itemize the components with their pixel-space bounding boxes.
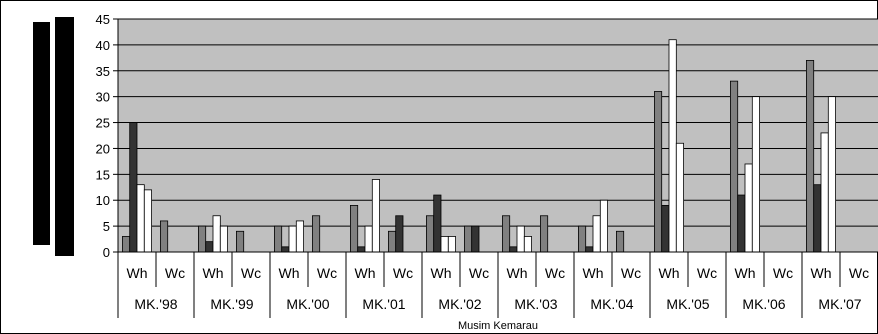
bar — [122, 236, 131, 253]
bar — [235, 230, 245, 253]
x-subcategory-label: Wc — [469, 265, 489, 281]
bar — [463, 225, 473, 253]
x-subcategory-label: Wc — [545, 265, 565, 281]
x-subcategory-label: Wc — [849, 265, 869, 281]
bar — [599, 199, 608, 253]
y-tick-label: 5 — [103, 219, 110, 234]
x-axis-title: Musim Kemarau — [458, 320, 538, 332]
bar — [585, 246, 594, 253]
bar — [540, 215, 549, 253]
x-subcategory-label: Wh — [355, 265, 376, 281]
bar — [616, 230, 625, 253]
x-subcategory-label: Wc — [241, 265, 261, 281]
x-group-label: MK.'01 — [362, 296, 405, 312]
bar — [425, 215, 435, 253]
y-axis: 0 5 10 15 20 25 30 35 40 45 — [96, 12, 119, 260]
x-subcategory-label: Wc — [165, 265, 185, 281]
x-group-label: MK.'04 — [590, 296, 633, 312]
x-subcategory-label: Wc — [621, 265, 641, 281]
x-subcategory-label: Wh — [203, 265, 224, 281]
x-subcategory-label: Wh — [127, 265, 148, 281]
bar — [364, 225, 373, 253]
x-group-label: MK.'05 — [666, 296, 709, 312]
x-subcategory-label: Wh — [659, 265, 680, 281]
x-subcategory-label: Wh — [279, 265, 300, 281]
bar — [440, 236, 449, 253]
bar — [357, 246, 366, 253]
x-subcategory-label: Wh — [507, 265, 528, 281]
bar — [744, 163, 753, 253]
bar — [501, 215, 511, 253]
bar — [273, 225, 283, 253]
x-axis: Wh Wc MK.'98 Wh Wc MK.'99 Wh Wc MK.'00 Wh Wc MK.'01… — [117, 251, 878, 318]
bar — [395, 215, 404, 253]
x-group-label: MK.'07 — [818, 296, 861, 312]
y-tick-label: 45 — [96, 12, 110, 27]
x-group-label: MK.'00 — [286, 296, 329, 312]
x-group-label: MK.'02 — [438, 296, 481, 312]
y-tick-label: 25 — [96, 116, 110, 131]
bar — [447, 236, 456, 253]
bar — [654, 91, 663, 253]
x-subcategory-label: Wh — [811, 265, 832, 281]
bar — [806, 60, 815, 253]
plot-area — [118, 19, 878, 252]
bar — [288, 225, 297, 253]
y-tick-label: 35 — [96, 64, 110, 79]
x-subcategory-label: Wh — [583, 265, 604, 281]
bar — [143, 189, 153, 253]
bar — [371, 179, 380, 253]
bar — [737, 194, 746, 253]
bar — [661, 204, 670, 253]
bar — [471, 225, 480, 253]
y-tick-label: 30 — [96, 90, 110, 105]
y-tick-label: 10 — [96, 193, 110, 208]
redaction-bar-left — [33, 22, 50, 245]
x-subcategory-label: Wh — [431, 265, 452, 281]
bar — [516, 225, 525, 253]
x-group-label: MK.'06 — [742, 296, 785, 312]
bar — [813, 184, 822, 253]
bar — [219, 225, 229, 253]
y-tick-label: 15 — [96, 167, 110, 182]
bar — [827, 96, 836, 253]
bar — [387, 230, 397, 253]
bar — [820, 132, 829, 253]
x-group-label: MK.'99 — [210, 296, 253, 312]
x-subcategory-label: Wc — [393, 265, 413, 281]
bar — [509, 246, 518, 253]
redaction-bar-right — [55, 17, 74, 256]
bar — [730, 80, 739, 253]
x-subcategory-label: Wc — [773, 265, 793, 281]
y-tick-label: 40 — [96, 38, 110, 53]
x-group-label: MK.'03 — [514, 296, 557, 312]
bar — [433, 194, 442, 253]
x-subcategory-label: Wc — [697, 265, 717, 281]
y-tick-label: 0 — [103, 245, 110, 260]
bar — [129, 122, 138, 253]
bar — [675, 142, 684, 253]
bar — [295, 220, 304, 253]
bar — [523, 236, 532, 253]
bar — [578, 225, 587, 253]
bar — [159, 220, 169, 253]
bar — [311, 215, 321, 253]
x-group-label: MK.'98 — [134, 296, 177, 312]
bar — [205, 241, 214, 253]
bar — [349, 204, 359, 253]
bar — [212, 215, 221, 253]
bar — [136, 184, 145, 253]
bar — [751, 96, 760, 253]
x-subcategory-label: Wh — [735, 265, 756, 281]
y-tick-label: 20 — [96, 141, 110, 156]
bar — [592, 215, 601, 253]
bar — [668, 39, 677, 253]
bar — [281, 246, 290, 253]
x-subcategory-label: Wc — [317, 265, 337, 281]
bar — [197, 225, 207, 253]
